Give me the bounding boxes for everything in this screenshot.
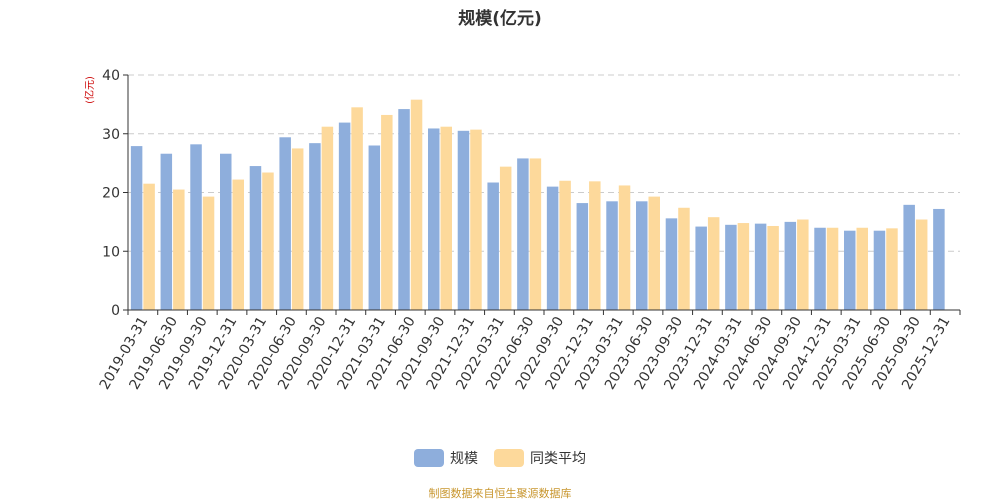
legend-label-scale: 规模 [450,451,478,467]
bar-scale[interactable] [754,223,767,310]
bar-scale[interactable] [546,186,559,310]
bar-peer-average[interactable] [232,179,245,310]
bar-peer-average[interactable] [767,225,779,310]
bar-peer-average[interactable] [589,181,601,310]
y-tick-label: 10 [102,244,120,260]
bar-peer-average[interactable] [856,227,869,310]
bar-scale[interactable] [428,128,440,310]
bar-peer-average[interactable] [143,183,155,310]
bar-scale[interactable] [903,204,915,310]
bar-scale[interactable] [873,230,886,310]
bar-scale[interactable] [814,227,826,310]
bar-peer-average[interactable] [499,166,512,310]
legend-swatch-peer-average [494,449,524,467]
bar-scale[interactable] [368,145,381,311]
bar-scale[interactable] [576,203,589,310]
legend-item-peer-average[interactable]: 同类平均 [494,448,586,468]
bar-peer-average[interactable] [381,114,393,310]
bar-scale[interactable] [695,226,707,310]
bar-peer-average[interactable] [351,107,363,310]
bar-peer-average[interactable] [915,219,928,310]
legend-swatch-scale [414,449,444,467]
bar-scale[interactable] [249,166,262,310]
source-note: 制图数据来自恒生聚源数据库 [428,487,572,500]
bar-peer-average[interactable] [262,172,274,310]
bar-scale[interactable] [844,230,856,310]
bar-scale[interactable] [665,218,678,310]
bar-peer-average[interactable] [470,129,482,310]
bar-peer-average[interactable] [737,223,750,310]
y-axis-label: (亿元) [83,76,96,104]
bar-peer-average[interactable] [797,219,809,310]
bar-peer-average[interactable] [618,185,631,310]
bar-scale[interactable] [220,153,232,310]
bar-peer-average[interactable] [707,217,720,310]
bar-scale[interactable] [457,130,470,310]
bar-peer-average[interactable] [559,180,571,310]
bar-peer-average[interactable] [410,99,423,310]
bar-peer-average[interactable] [321,126,334,310]
bar-scale[interactable] [933,208,945,310]
bar-scale[interactable] [487,182,499,310]
legend-label-peer-average: 同类平均 [530,451,586,467]
bar-scale[interactable] [190,144,202,310]
bar-scale[interactable] [517,158,529,310]
y-tick-label: 20 [102,186,120,202]
bar-scale[interactable] [338,122,351,311]
bar-scale[interactable] [309,143,321,310]
bar-peer-average[interactable] [529,158,542,310]
legend-item-scale[interactable]: 规模 [414,448,478,468]
y-tick-label: 30 [102,127,120,143]
bar-scale[interactable] [636,201,648,310]
bar-peer-average[interactable] [886,228,898,310]
bar-scale[interactable] [160,153,173,310]
bar-peer-average[interactable] [440,126,453,310]
bar-scale[interactable] [398,109,410,310]
bar-scale[interactable] [606,201,618,310]
bar-scale[interactable] [130,146,143,310]
bar-peer-average[interactable] [678,207,690,310]
bar-peer-average[interactable] [291,148,304,310]
bar-scale[interactable] [279,137,291,310]
y-tick-label: 0 [111,303,120,319]
chart-title: 规模(亿元) [458,9,542,29]
bar-peer-average[interactable] [173,189,185,310]
y-tick-label: 40 [102,68,120,84]
legend: 规模 同类平均 [0,448,1000,468]
bar-peer-average[interactable] [202,196,215,310]
bar-scale[interactable] [725,224,737,310]
bars [130,99,945,311]
bar-peer-average[interactable] [826,227,839,310]
bar-scale[interactable] [784,221,797,310]
bar-peer-average[interactable] [648,196,661,310]
